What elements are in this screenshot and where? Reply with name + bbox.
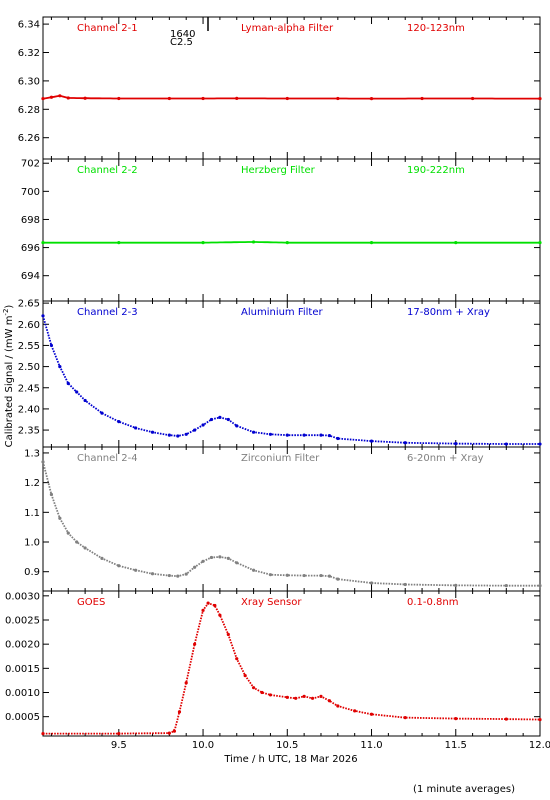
x-tick-label: 10.0 — [192, 740, 214, 751]
panel-frame — [42, 158, 541, 302]
x-tick-label: 10.5 — [276, 740, 298, 751]
filter-label: Herzberg Filter — [241, 165, 316, 176]
panel-frame — [42, 300, 541, 448]
panel-frame — [42, 16, 541, 160]
y-tick-label: 0.0020 — [5, 640, 40, 651]
y-tick-label: 6.34 — [18, 20, 40, 31]
channel-label: Channel 2-1 — [77, 23, 138, 34]
band-label: 6-20nm + Xray — [407, 453, 484, 464]
filter-label: Zirconium Filter — [241, 453, 320, 464]
data-point — [538, 442, 542, 446]
chart-panels: 6.26 6.28 6.30 6.32 6.34 Channel 2-1 Lyman-alp… — [5, 16, 550, 751]
y-tick-label: 0.9 — [24, 567, 40, 578]
y-tick-label: 1.0 — [24, 538, 40, 549]
y-tick-label: 700 — [21, 187, 40, 198]
panel-1: 6.26 6.28 6.30 6.32 6.34 Channel 2-1 Lyman-alp… — [18, 16, 542, 160]
y-tick-label: 2.45 — [18, 383, 40, 394]
channel-label: Channel 2-3 — [77, 307, 138, 318]
x-tick-label: 11.5 — [445, 740, 467, 751]
x-tick-label: 12.0 — [529, 740, 550, 751]
y-tick-label: 694 — [21, 271, 40, 282]
flare-class-label: C2.5 — [170, 37, 193, 48]
series-trace — [43, 602, 541, 735]
panel-5: 0.0005 0.0010 0.0015 0.0020 0.0025 0.0030 9.5 1… — [5, 590, 550, 751]
band-label: 120-123nm — [407, 23, 465, 34]
series-trace — [42, 461, 540, 587]
x-tick-label: 11.0 — [360, 740, 382, 751]
filter-label: Aluminium Filter — [241, 307, 324, 318]
panel-frame — [42, 590, 541, 737]
band-label: 0.1-0.8nm — [407, 597, 459, 608]
data-point — [538, 717, 542, 722]
y-tick-label: 2.40 — [18, 404, 40, 415]
y-tick-label: 696 — [21, 243, 40, 254]
y-tick-label: 2.55 — [18, 341, 40, 352]
filter-label: Lyman-alpha Filter — [241, 23, 334, 34]
series-trace — [42, 94, 541, 100]
y-tick-label: 2.50 — [18, 362, 40, 373]
y-tick-label: 0.0015 — [5, 664, 40, 675]
y-tick-label: 1.2 — [24, 478, 40, 489]
y-tick-label: 1.3 — [24, 448, 40, 459]
y-tick-label: 0.0005 — [5, 712, 40, 723]
y-tick-label: 6.32 — [18, 48, 40, 59]
flare-marker: 1640 C2.5 — [170, 17, 209, 48]
y-axis-label: Calibrated Signal / (mW m-2) — [2, 305, 15, 448]
y-tick-label: 6.30 — [18, 76, 40, 87]
y-tick-label: 2.65 — [18, 299, 40, 310]
flare-time-label: 1640 — [170, 29, 195, 40]
y-tick-label: 702 — [21, 159, 40, 170]
filter-label: Xray Sensor — [241, 597, 302, 608]
y-tick-label: 1.1 — [24, 508, 40, 519]
panel-4: 0.9 1.0 1.1 1.2 1.3 Channel 2-4 Zirconium Filt… — [24, 446, 542, 592]
band-label: 17-80nm + Xray — [407, 307, 490, 318]
series-points — [41, 314, 542, 446]
panel-2: 694 696 698 700 702 Channel 2-2 Herzberg Filte… — [21, 158, 542, 302]
channel-label: Channel 2-2 — [77, 165, 138, 176]
x-axis-label: Time / h UTC, 18 Mar 2026 — [223, 754, 357, 765]
series-trace — [42, 315, 540, 445]
panel-frame — [42, 446, 541, 592]
channel-label: GOES — [77, 597, 105, 608]
series-trace — [43, 241, 540, 244]
series-points — [41, 601, 542, 736]
panel-3: 2.35 2.40 2.45 2.50 2.55 2.60 2.65 Channel 2-3 A… — [18, 299, 542, 448]
channel-label: Channel 2-4 — [77, 453, 138, 464]
data-point — [172, 729, 177, 733]
series-points — [41, 460, 542, 588]
x-tick-label: 9.5 — [111, 740, 127, 751]
y-tick-label: 6.28 — [18, 105, 40, 116]
y-tick-label: 698 — [21, 215, 40, 226]
band-label: 190-222nm — [407, 165, 465, 176]
y-tick-label: 6.26 — [18, 133, 40, 144]
y-tick-label: 0.0025 — [5, 616, 40, 627]
y-tick-label: 2.60 — [18, 320, 40, 331]
y-tick-label: 2.35 — [18, 426, 40, 437]
y-tick-label: 0.0010 — [5, 688, 40, 699]
averaging-note: (1 minute averages) — [413, 784, 515, 795]
y-tick-label: 0.0030 — [5, 591, 40, 602]
